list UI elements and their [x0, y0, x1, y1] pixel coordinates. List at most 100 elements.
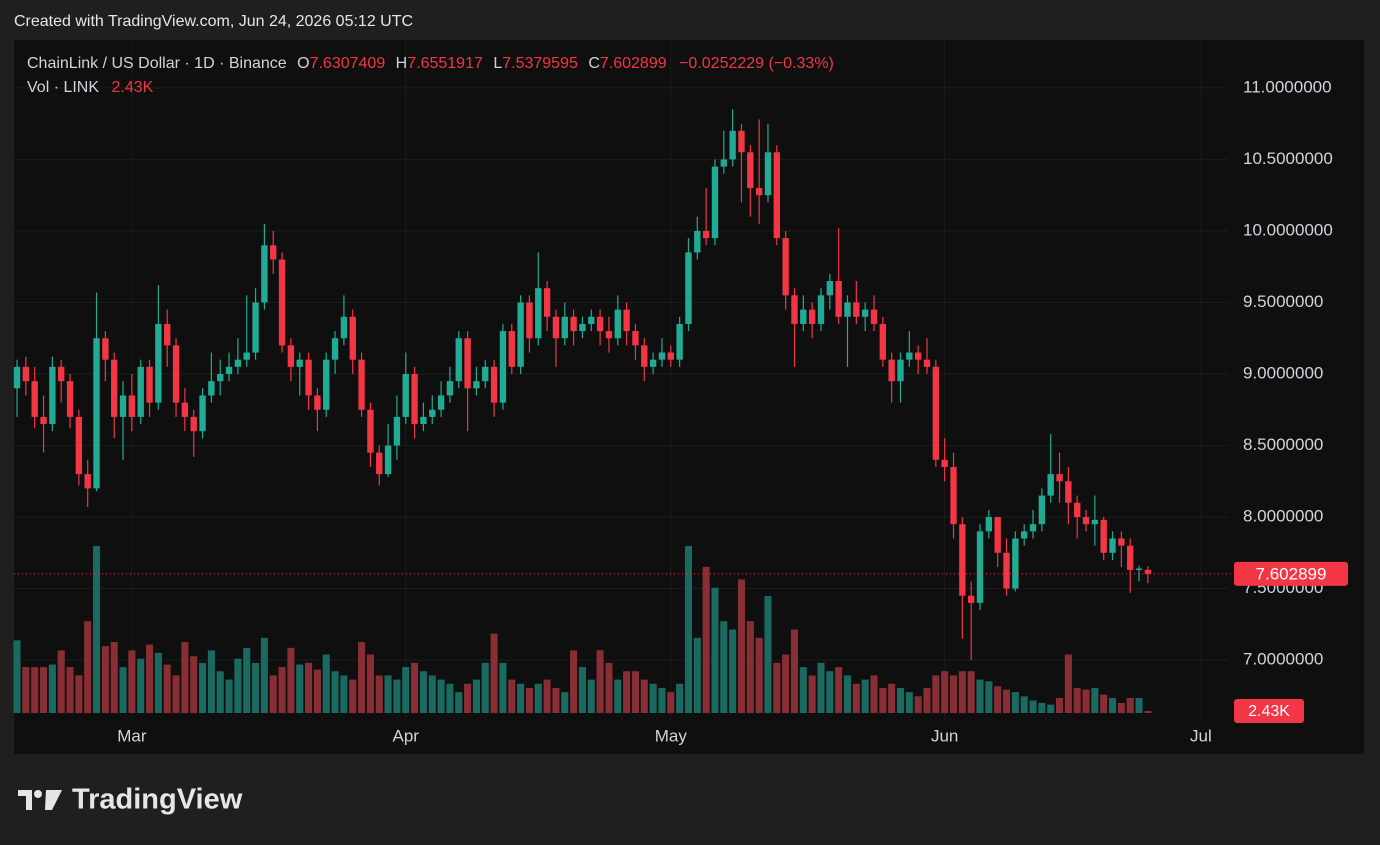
volume-bar — [702, 566, 710, 713]
volume-bar — [1117, 702, 1125, 713]
volume-bar — [941, 671, 949, 713]
volume-bar — [729, 629, 737, 713]
volume-bar — [746, 621, 754, 713]
volume-tag — [1234, 698, 1304, 723]
price-tag-label: 7.602899 — [1256, 564, 1327, 583]
candle-body — [482, 366, 489, 382]
volume-bar — [499, 662, 507, 713]
volume-bar — [958, 671, 966, 713]
y-tick-label: 8.0000000 — [1243, 507, 1323, 526]
candle-body — [976, 531, 984, 603]
candle-body — [261, 245, 268, 303]
candle-body — [1021, 531, 1028, 539]
volume-bar — [684, 546, 692, 713]
volume-bar — [570, 650, 578, 713]
candle-body — [508, 331, 515, 367]
candle-body — [950, 466, 957, 525]
volume-bar — [75, 675, 83, 713]
candle-body — [729, 130, 736, 160]
candle-body — [349, 316, 356, 360]
volume-bar — [790, 629, 799, 713]
candle-body — [923, 359, 931, 367]
volume-bar — [437, 679, 445, 713]
candle-body — [446, 381, 454, 396]
volume-bar — [207, 650, 215, 713]
volume-bar — [1020, 696, 1028, 713]
volume-bar — [905, 692, 913, 713]
candle-body — [685, 252, 692, 324]
candle-body — [1144, 569, 1152, 574]
volume-bar — [464, 683, 472, 713]
volume-bar — [428, 675, 436, 713]
logo-icon — [34, 790, 42, 798]
candle-body — [393, 416, 401, 446]
volume-bar — [737, 579, 746, 713]
candle-body — [287, 345, 295, 367]
volume-bar — [366, 654, 374, 713]
volume-bar — [296, 664, 304, 713]
legend-value: 7.5379595 — [502, 55, 578, 72]
candle-body — [22, 366, 30, 382]
volume-bar — [561, 692, 569, 713]
volume-bar — [340, 675, 348, 713]
volume-bar — [932, 675, 940, 713]
volume-bar — [543, 679, 551, 713]
candle-body — [720, 159, 727, 167]
x-tick-label: Jun — [931, 726, 958, 745]
candle-body — [225, 366, 233, 374]
volume-bar — [1082, 689, 1090, 713]
candle-body — [888, 359, 895, 382]
legend-change: −0.0252229 (−0.33%) — [679, 55, 834, 72]
candle-body — [773, 152, 780, 239]
candle-body — [402, 373, 409, 417]
volume-bar — [782, 654, 790, 713]
candle-body — [164, 323, 171, 346]
volume-bar — [649, 683, 657, 713]
candle-body — [570, 316, 577, 332]
candle-body — [694, 230, 701, 253]
candle-body — [605, 331, 613, 339]
volume-bar — [808, 675, 816, 713]
volume-bar — [1011, 692, 1019, 713]
volume-bar — [764, 596, 772, 713]
candle-body — [376, 452, 383, 475]
candle-body — [455, 338, 462, 382]
candle-body — [711, 166, 719, 239]
candle-body — [243, 352, 250, 360]
volume-bar — [234, 658, 242, 713]
volume-bar — [587, 679, 595, 713]
candle-body — [234, 359, 242, 367]
volume-bar — [888, 683, 896, 713]
volume-bar — [287, 647, 295, 713]
candle-body — [543, 288, 551, 317]
volume-bar — [817, 662, 825, 713]
volume-bar — [375, 675, 383, 713]
candle-body — [738, 130, 745, 153]
volume-bar — [1091, 687, 1099, 713]
volume-bar — [146, 644, 154, 713]
volume-bar — [190, 656, 198, 713]
candle-body — [473, 381, 480, 389]
logo-icon — [18, 790, 32, 810]
candle-body — [994, 517, 1001, 553]
candle-body — [870, 309, 878, 324]
candle-body — [208, 381, 215, 396]
volume-bar — [243, 647, 251, 713]
y-tick-label: 10.5000000 — [1243, 149, 1333, 168]
legend-line: ChainLink / US Dollar · 1D · Binance O7.… — [27, 55, 834, 72]
volume-bar — [13, 640, 21, 713]
candle-body — [367, 409, 374, 453]
volume-tag-label: 2.43K — [1248, 703, 1290, 720]
candle-body — [172, 345, 180, 403]
volume-bar — [384, 675, 392, 713]
price-tag — [1234, 561, 1348, 586]
candle-body — [835, 281, 842, 317]
x-tick-label: May — [655, 726, 688, 745]
candle-body — [535, 288, 542, 339]
candle-body — [190, 416, 197, 432]
candle-body — [1118, 538, 1125, 546]
candle-body — [517, 302, 524, 367]
volume-bar — [22, 667, 30, 713]
